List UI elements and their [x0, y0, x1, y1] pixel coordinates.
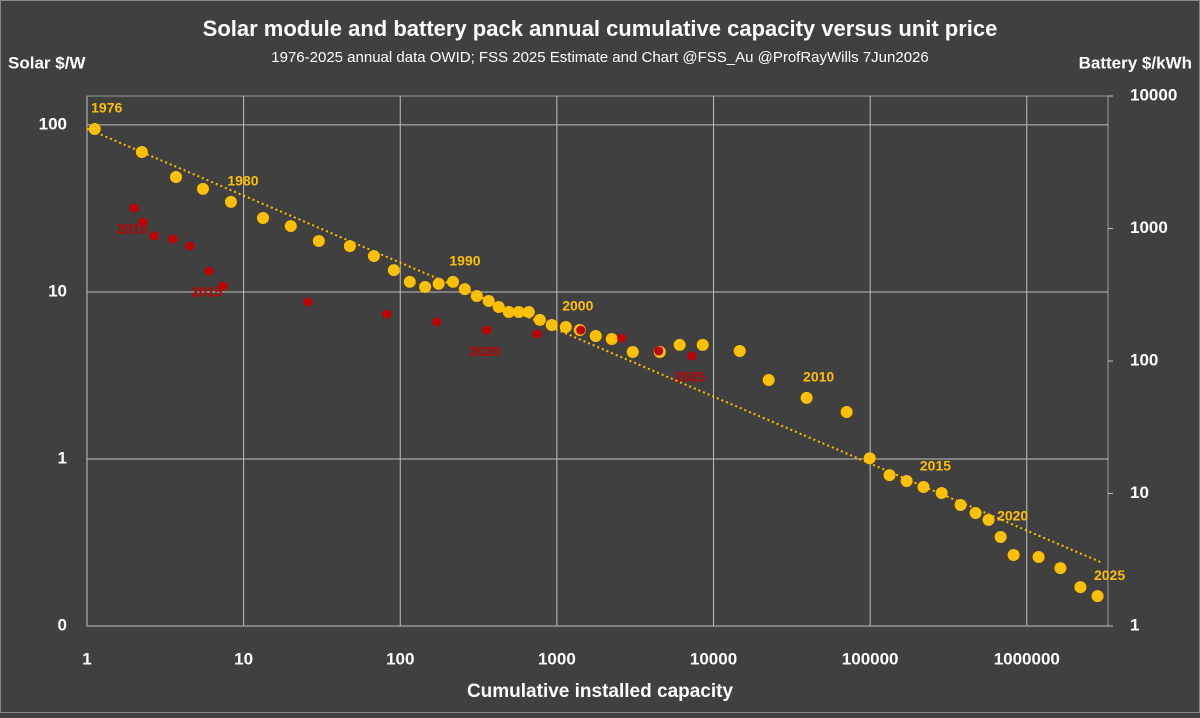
point-label: 2000 — [562, 298, 593, 314]
point-label: 1976 — [91, 100, 122, 116]
solar-point — [954, 499, 967, 512]
battery-point — [218, 281, 228, 291]
battery-point — [432, 317, 442, 327]
solar-point — [559, 320, 572, 333]
x-tick-label: 1000000 — [994, 649, 1060, 668]
battery-point — [204, 266, 214, 276]
y2-tick-label: 1000 — [1130, 218, 1168, 237]
solar-point — [1007, 549, 1020, 562]
chart-title: Solar module and battery pack annual cum… — [203, 16, 998, 41]
point-label: 2015 — [191, 284, 222, 300]
solar-point — [196, 182, 209, 195]
solar-point — [446, 275, 459, 288]
x-tick-label: 10 — [234, 649, 253, 668]
solar-point — [589, 329, 602, 342]
point-label: 1980 — [227, 173, 258, 189]
solar-point — [800, 391, 813, 404]
solar-point — [696, 338, 709, 351]
solar-point — [169, 170, 182, 183]
solar-point — [1054, 562, 1067, 575]
solar-point — [470, 289, 483, 302]
y-tick-label: 10 — [48, 281, 67, 300]
battery-point — [687, 351, 697, 361]
x-tick-label: 1000 — [538, 649, 576, 668]
x-tick-label: 100000 — [842, 649, 899, 668]
solar-point — [883, 469, 896, 482]
point-label: 2015 — [920, 458, 951, 474]
battery-point — [185, 241, 195, 251]
solar-point — [492, 300, 505, 313]
solar-point — [512, 305, 525, 318]
solar-point — [403, 275, 416, 288]
solar-point — [88, 122, 101, 135]
solar-point — [284, 220, 297, 233]
solar-point — [733, 345, 746, 358]
battery-point — [129, 203, 139, 213]
y2-tick-label: 10 — [1130, 483, 1149, 502]
chart-subtitle: 1976-2025 annual data OWID; FSS 2025 Est… — [271, 49, 928, 66]
solar-point — [605, 332, 618, 345]
y-axis-label: Solar $/W — [8, 53, 86, 72]
solar-point — [840, 406, 853, 419]
solar-point — [982, 513, 995, 526]
solar-point — [762, 374, 775, 387]
solar-point — [502, 305, 515, 318]
point-label: 2020 — [469, 343, 500, 359]
solar-point — [917, 480, 930, 493]
solar-point — [626, 345, 639, 358]
solar-point — [533, 313, 546, 326]
solar-point — [482, 294, 495, 307]
solar-point — [387, 264, 400, 277]
solar-point — [1032, 550, 1045, 563]
battery-point — [303, 297, 313, 307]
battery-point — [138, 217, 148, 227]
solar-point — [522, 305, 535, 318]
battery-point — [382, 309, 392, 319]
solar-point — [432, 277, 445, 290]
solar-point — [935, 486, 948, 499]
solar-point — [1074, 581, 1087, 594]
solar-point — [545, 319, 558, 332]
battery-point — [482, 325, 492, 335]
solar-point — [969, 506, 982, 519]
solar-point — [900, 475, 913, 488]
battery-point — [654, 346, 664, 356]
solar-point — [673, 338, 686, 351]
point-label: 2025 — [674, 369, 705, 385]
solar-point — [419, 281, 432, 294]
y2-axis-label: Battery $/kWh — [1079, 53, 1192, 72]
solar-point — [224, 195, 237, 208]
battery-point — [576, 325, 586, 335]
solar-point — [994, 531, 1007, 544]
point-label: 2025 — [1094, 567, 1125, 583]
y2-tick-label: 100 — [1130, 350, 1158, 369]
point-label: 2010 — [803, 369, 834, 385]
battery-point — [532, 329, 542, 339]
y2-tick-label: 10000 — [1130, 85, 1177, 104]
y2-tick-label: 1 — [1130, 615, 1139, 634]
solar-point — [1091, 590, 1104, 603]
x-tick-label: 10000 — [690, 649, 737, 668]
solar-point — [135, 145, 148, 158]
solar-point — [312, 234, 325, 247]
y-tick-label: 100 — [39, 114, 67, 133]
y-tick-label: 0 — [58, 615, 67, 634]
x-axis-label: Cumulative installed capacity — [467, 681, 734, 702]
trend-line — [86, 127, 1102, 564]
point-label: 2020 — [997, 508, 1028, 524]
x-tick-label: 100 — [386, 649, 414, 668]
solar-point — [367, 250, 380, 263]
battery-point — [617, 333, 627, 343]
battery-point — [149, 231, 159, 241]
point-label: 1990 — [449, 253, 480, 269]
solar-point — [257, 212, 270, 225]
x-tick-label: 1 — [82, 649, 91, 668]
y-tick-label: 1 — [58, 448, 67, 467]
solar-point — [863, 452, 876, 465]
battery-point — [168, 234, 178, 244]
solar-point — [343, 240, 356, 253]
